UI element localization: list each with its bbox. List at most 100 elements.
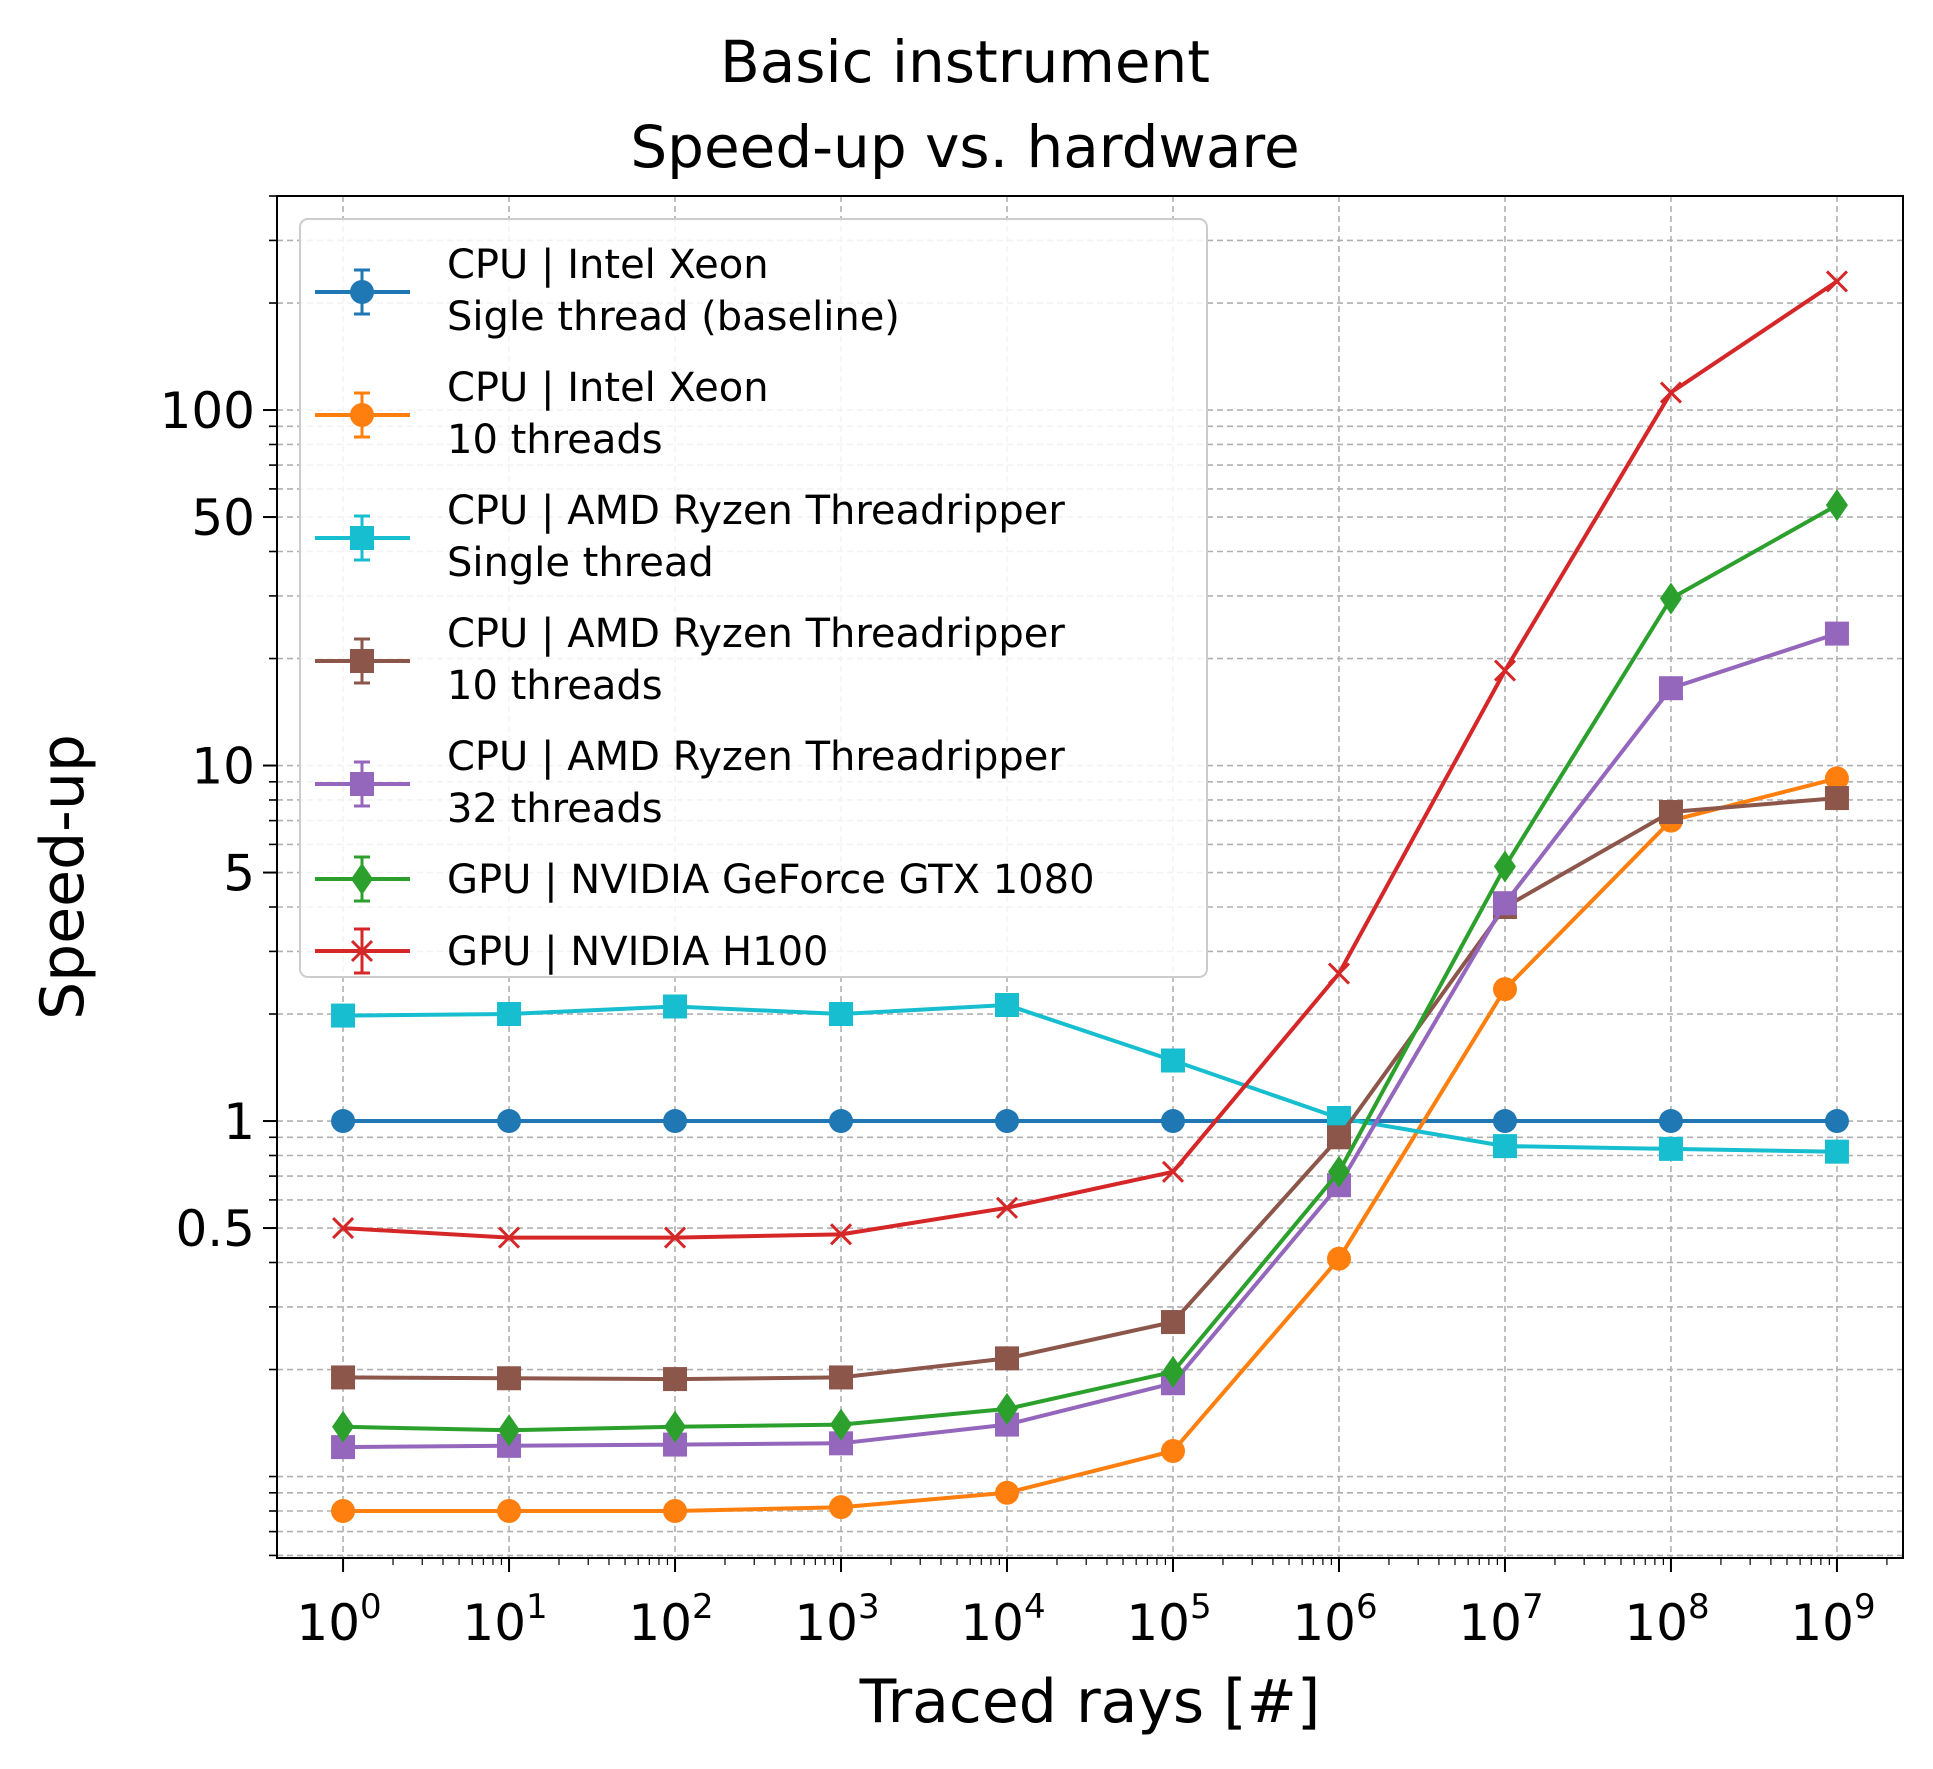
data-point [331, 1003, 356, 1028]
data-point [1825, 270, 1849, 293]
series-4 [331, 621, 1849, 1460]
data-point [1824, 766, 1849, 791]
x-tick-label: 108 [1624, 1587, 1709, 1652]
data-point [497, 1002, 522, 1027]
x-tick-exponent: 2 [692, 1587, 714, 1627]
data-point [1658, 1136, 1683, 1161]
legend-item: GPU | NVIDIA H100 [315, 927, 828, 975]
data-point [331, 1109, 356, 1134]
data-point [830, 1408, 853, 1441]
data-point [1824, 786, 1849, 811]
data-point [497, 1226, 521, 1249]
data-point [995, 1346, 1020, 1371]
data-point [829, 1109, 854, 1134]
data-point [1493, 850, 1516, 883]
data-point [1659, 381, 1683, 404]
x-tick-base: 10 [296, 1594, 360, 1652]
y-tick-label: 1 [223, 1093, 255, 1151]
series-line [343, 776, 1838, 1513]
data-point [1824, 621, 1849, 646]
data-point [497, 1498, 522, 1523]
y-tick-label: 100 [160, 382, 255, 440]
x-tick-label: 101 [462, 1587, 547, 1652]
legend-label: GPU | NVIDIA H100 [447, 929, 828, 975]
data-point [1658, 676, 1683, 701]
plot-frame [276, 195, 1904, 1559]
chart-title-line-2: Speed-up vs. hardware [630, 113, 1299, 181]
data-point [995, 1196, 1019, 1219]
data-point [1658, 1109, 1683, 1134]
series-5 [332, 489, 1848, 1447]
x-tick-base: 10 [1790, 1594, 1854, 1652]
data-point [1327, 1155, 1350, 1188]
data-point [1326, 1125, 1351, 1150]
legend-marker [350, 403, 374, 427]
data-point [995, 993, 1020, 1018]
x-tick-exponent: 9 [1854, 1587, 1876, 1627]
data-point [497, 1109, 522, 1134]
legend-label: CPU | Intel Xeon [447, 242, 769, 288]
x-tick-base: 10 [1624, 1594, 1688, 1652]
data-point [1160, 1048, 1185, 1073]
data-point [1824, 1109, 1849, 1134]
x-tick-base: 10 [462, 1594, 526, 1652]
legend-label: CPU | AMD Ryzen Threadripper [447, 488, 1065, 534]
series-0 [331, 1109, 1849, 1134]
x-tick-base: 10 [628, 1594, 692, 1652]
data-point [1160, 1438, 1185, 1463]
legend-label: CPU | AMD Ryzen Threadripper [447, 611, 1065, 657]
data-point [1492, 977, 1517, 1002]
data-point [829, 1365, 854, 1390]
data-point [1492, 891, 1517, 916]
legend-box [299, 218, 1208, 978]
data-point [663, 994, 688, 1019]
legend-marker [350, 649, 374, 673]
data-point [331, 1498, 356, 1523]
series-3 [331, 786, 1849, 1392]
data-point [663, 1109, 688, 1134]
x-tick-base: 10 [1292, 1594, 1356, 1652]
data-point [1326, 1246, 1351, 1271]
series-line [343, 631, 1838, 1450]
legend-item: GPU | NVIDIA GeForce GTX 1080 [315, 855, 1095, 903]
data-point [1824, 1139, 1849, 1164]
data-point [829, 1002, 854, 1027]
legend-label: GPU | NVIDIA GeForce GTX 1080 [447, 857, 1095, 903]
data-point [995, 1109, 1020, 1134]
x-tick-base: 10 [1126, 1594, 1190, 1652]
x-tick-label: 103 [794, 1587, 879, 1652]
legend-label: 32 threads [447, 786, 663, 832]
x-tick-exponent: 6 [1356, 1587, 1378, 1627]
x-axis-label: Traced rays [#] [859, 1667, 1321, 1737]
legend-label: CPU | AMD Ryzen Threadripper [447, 734, 1065, 780]
x-tick-exponent: 1 [526, 1587, 548, 1627]
series-line [343, 1003, 1837, 1154]
data-point [1492, 1134, 1517, 1159]
series-1 [331, 766, 1849, 1523]
x-tick-base: 10 [1458, 1594, 1522, 1652]
data-series [331, 270, 1849, 1523]
x-tick-base: 10 [794, 1594, 858, 1652]
x-tick-label: 102 [628, 1587, 713, 1652]
data-point [664, 1410, 687, 1443]
y-tick-label: 0.5 [175, 1200, 255, 1258]
data-point [1161, 1355, 1184, 1388]
legend-marker [350, 280, 374, 304]
data-point [1493, 659, 1517, 682]
legend-label: 10 threads [447, 417, 663, 463]
legend-marker [350, 772, 374, 796]
legend-item: CPU | Intel Xeon 10 threads [315, 365, 769, 463]
y-axis-label: Speed-up [28, 734, 98, 1020]
legend-label: Single thread [447, 540, 714, 586]
data-point [1825, 489, 1848, 522]
x-tick-exponent: 7 [1522, 1587, 1544, 1627]
data-point [995, 1480, 1020, 1505]
legend-item: CPU | AMD Ryzen Threadripper 32 threads [315, 734, 1065, 832]
data-point [829, 1223, 853, 1246]
x-tick-label: 104 [960, 1587, 1045, 1652]
y-tick-label: 5 [223, 845, 255, 903]
x-tick-label: 105 [1126, 1587, 1211, 1652]
data-point [996, 1392, 1019, 1425]
legend-label: CPU | Intel Xeon [447, 365, 769, 411]
legend-marker [350, 939, 374, 963]
